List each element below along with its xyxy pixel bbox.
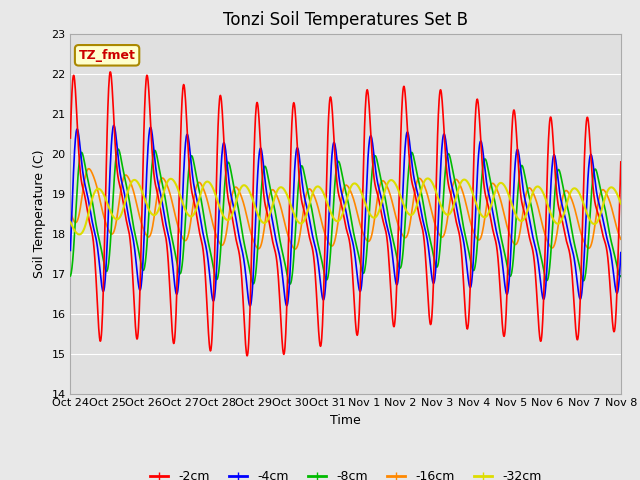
-32cm (251, 203, 259, 209)
-2cm (252, 121, 259, 127)
-8cm (432, 263, 440, 268)
-2cm (504, 270, 511, 276)
Text: TZ_fmet: TZ_fmet (79, 49, 136, 62)
-2cm (67, 135, 74, 141)
Line: -4cm: -4cm (70, 125, 621, 306)
-8cm (504, 265, 511, 271)
-4cm (189, 178, 197, 183)
-16cm (85, 166, 93, 171)
Y-axis label: Soil Temperature (C): Soil Temperature (C) (33, 149, 45, 278)
Line: -16cm: -16cm (70, 168, 621, 249)
-16cm (189, 201, 197, 207)
-4cm (432, 267, 440, 273)
-4cm (252, 228, 259, 234)
-4cm (110, 122, 118, 128)
-8cm (617, 273, 625, 279)
-8cm (176, 271, 184, 276)
-4cm (176, 261, 184, 267)
-8cm (115, 146, 122, 152)
-8cm (552, 176, 560, 181)
-16cm (67, 209, 74, 215)
-2cm (189, 195, 197, 201)
Title: Tonzi Soil Temperatures Set B: Tonzi Soil Temperatures Set B (223, 11, 468, 29)
-2cm (243, 353, 251, 359)
-16cm (251, 241, 259, 247)
-16cm (176, 228, 184, 234)
Legend: -2cm, -4cm, -8cm, -16cm, -32cm: -2cm, -4cm, -8cm, -16cm, -32cm (145, 465, 547, 480)
Line: -32cm: -32cm (70, 179, 621, 234)
-4cm (67, 248, 74, 253)
-32cm (189, 212, 197, 218)
-16cm (504, 225, 511, 231)
-4cm (504, 290, 511, 296)
-32cm (617, 201, 625, 206)
-8cm (251, 277, 259, 283)
-2cm (617, 159, 625, 165)
Line: -8cm: -8cm (70, 149, 621, 284)
-16cm (552, 235, 560, 241)
-4cm (617, 250, 625, 255)
-32cm (552, 220, 560, 226)
-32cm (504, 189, 511, 195)
-32cm (67, 219, 74, 225)
X-axis label: Time: Time (330, 414, 361, 427)
-8cm (189, 156, 197, 162)
-2cm (106, 69, 114, 75)
Line: -2cm: -2cm (70, 72, 621, 356)
-2cm (176, 167, 184, 172)
-32cm (432, 188, 440, 193)
-8cm (67, 273, 74, 279)
-16cm (617, 236, 625, 242)
-4cm (552, 160, 560, 166)
-32cm (176, 192, 184, 197)
-2cm (552, 184, 560, 190)
-16cm (432, 223, 440, 229)
-32cm (76, 231, 83, 237)
-4cm (246, 303, 254, 309)
-2cm (432, 200, 440, 206)
-16cm (291, 246, 299, 252)
-8cm (286, 281, 294, 287)
-32cm (424, 176, 431, 181)
